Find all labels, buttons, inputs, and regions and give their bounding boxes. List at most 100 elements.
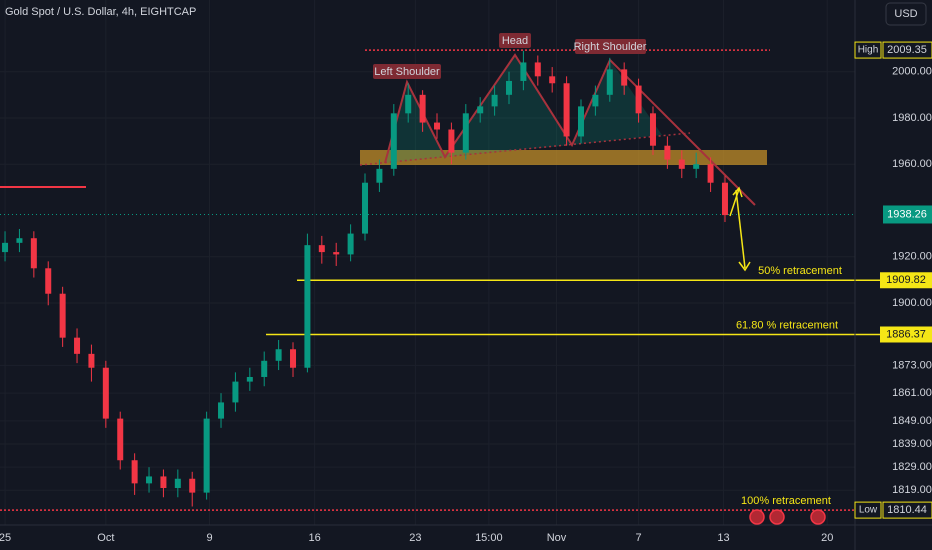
candle-body xyxy=(275,349,282,361)
price-name: High xyxy=(858,45,879,56)
candle-body xyxy=(131,460,138,484)
annotation-box xyxy=(499,33,531,48)
arrow-head xyxy=(738,261,751,272)
y-tick-label: 1819.00 xyxy=(892,484,932,496)
candle-body xyxy=(318,245,325,253)
candle-body xyxy=(203,418,210,493)
arrow-head xyxy=(732,186,743,198)
price-value: 1810.44 xyxy=(887,504,927,516)
candle-body xyxy=(117,418,124,461)
retracement-value: 1909.82 xyxy=(886,274,926,286)
candle-body xyxy=(174,478,181,488)
x-tick-label: 9 xyxy=(206,532,212,544)
x-tick-label: 13 xyxy=(717,532,729,544)
y-tick-label: 1829.00 xyxy=(892,461,932,473)
retracement-badge xyxy=(880,326,932,343)
annotation: Head xyxy=(502,35,528,47)
annotation: Left Shoulder xyxy=(374,66,440,78)
y-tick-label: 1920.00 xyxy=(892,251,932,263)
pattern-area xyxy=(385,82,445,163)
candle-body xyxy=(45,268,52,294)
retracement-value: 1886.37 xyxy=(886,328,926,340)
candle-body xyxy=(2,242,9,253)
y-tick-label: 2000.00 xyxy=(892,66,932,78)
y-tick-label: 1839.00 xyxy=(892,438,932,450)
candle-body xyxy=(621,69,628,86)
candle-body xyxy=(88,353,95,368)
current-price-badge xyxy=(883,205,932,224)
candle-body xyxy=(534,62,541,77)
candle-body xyxy=(693,164,700,169)
arrow xyxy=(735,189,746,269)
candle-body xyxy=(390,113,397,169)
y-tick-label: 1980.00 xyxy=(892,112,932,124)
annotation: Right Shoulder xyxy=(574,41,647,53)
x-tick-label: 16 xyxy=(308,532,320,544)
price-badge xyxy=(882,501,932,519)
x-tick-label: 20 xyxy=(821,532,833,544)
candle-body xyxy=(434,122,441,130)
axes: 2000.00 1980.00 1960.00 1920.00 1900.00 1873.… xyxy=(0,41,932,544)
candle-body xyxy=(362,182,369,234)
candle-body xyxy=(577,106,584,137)
candle-body xyxy=(290,349,297,368)
candle-body xyxy=(664,145,671,160)
y-tick-label: 1861.00 xyxy=(892,387,932,399)
y-tick-label: 1849.00 xyxy=(892,415,932,427)
candle-body xyxy=(606,69,613,95)
pattern-area xyxy=(572,60,662,145)
price-name-box xyxy=(854,41,882,59)
candle-body xyxy=(102,367,109,419)
candle-body xyxy=(635,85,642,114)
candles xyxy=(2,50,728,507)
retracement-label: 61.80 % retracement xyxy=(736,319,838,331)
candle-body xyxy=(721,182,728,216)
price-badge xyxy=(882,41,932,59)
candle-body xyxy=(160,476,167,488)
candle-body xyxy=(505,80,512,95)
currency-button[interactable] xyxy=(885,2,927,26)
grid xyxy=(0,0,855,525)
y-tick-label: 1960.00 xyxy=(892,158,932,170)
candle-body xyxy=(678,159,685,169)
retracement-badge xyxy=(880,272,932,289)
x-tick-label: Nov xyxy=(547,532,567,544)
candle-body xyxy=(16,238,23,243)
current-price-value: 1938.26 xyxy=(887,208,927,220)
y-tick-label: 1900.00 xyxy=(892,297,932,309)
price-value: 2009.35 xyxy=(887,44,927,56)
chart-title: Gold Spot / U.S. Dollar, 4h, EIGHTCAP xyxy=(5,6,196,18)
event-icon[interactable] xyxy=(749,509,765,525)
candle-body xyxy=(189,478,196,493)
candle-body xyxy=(462,113,469,153)
candle-body xyxy=(491,94,498,107)
candle-body xyxy=(218,402,225,419)
candle-body xyxy=(261,360,268,377)
candle-body xyxy=(232,381,239,403)
event-icon[interactable] xyxy=(769,509,785,525)
candle-body xyxy=(333,252,340,255)
price-name-box xyxy=(854,501,882,519)
candle-body xyxy=(30,238,37,269)
candle-body xyxy=(347,233,354,255)
candle-body xyxy=(74,337,81,354)
x-tick-label: 25 xyxy=(0,532,11,544)
arrow xyxy=(729,188,740,217)
candle-body xyxy=(59,293,66,338)
x-tick-label: 15:00 xyxy=(475,532,503,544)
levels: 50% retracement 61.80 % retracement 100% r… xyxy=(0,49,880,511)
annotation-box xyxy=(373,64,441,79)
event-icon[interactable] xyxy=(810,509,826,525)
candle-body xyxy=(563,83,570,137)
candle-body xyxy=(549,76,556,84)
candle-body xyxy=(146,476,153,484)
candle-body xyxy=(376,168,383,183)
candle-body xyxy=(649,113,656,146)
candle-body xyxy=(707,164,714,183)
retracement-label: 50% retracement xyxy=(758,265,842,277)
neckline xyxy=(359,132,691,166)
x-tick-label: Oct xyxy=(97,532,114,544)
currency[interactable]: USD xyxy=(894,8,917,20)
